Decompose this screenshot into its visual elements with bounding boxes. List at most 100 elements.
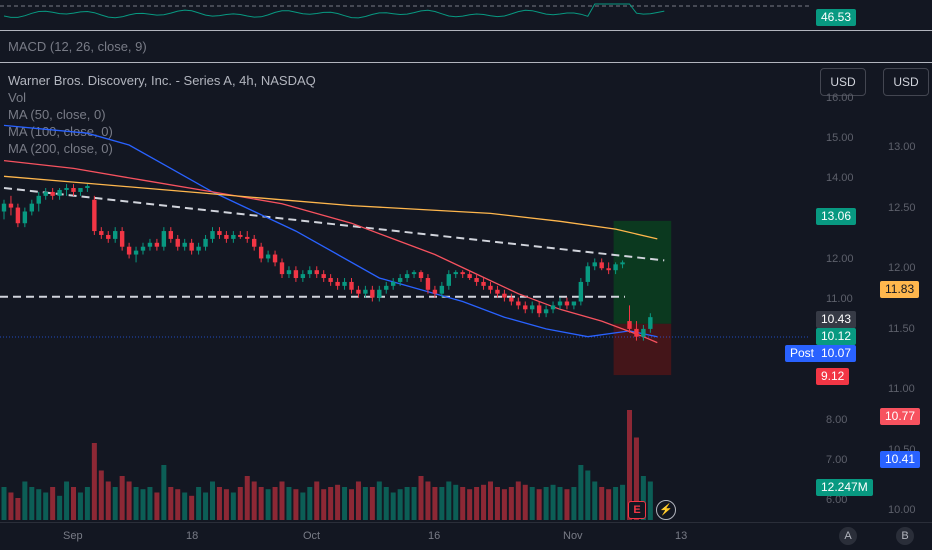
legend-ma200[interactable]: MA (200, close, 0) [8, 141, 113, 156]
candle-body [648, 317, 653, 329]
candle-body [328, 278, 333, 282]
candle-body [391, 281, 396, 286]
candle-body [592, 262, 597, 267]
volume-bar [133, 487, 139, 520]
candle-body [481, 281, 486, 286]
rsi-value-badge: 46.53 [816, 9, 857, 26]
candle-body [335, 281, 340, 286]
volume-bar [550, 484, 556, 520]
legend-ma50[interactable]: MA (50, close, 0) [8, 107, 106, 122]
auto-scale-button[interactable]: A [839, 527, 857, 545]
candle-body [286, 270, 292, 275]
volume-bar [29, 487, 35, 520]
currency-button-right[interactable]: USD [883, 68, 929, 96]
volume-bar [564, 489, 570, 520]
candle-body [460, 272, 465, 275]
candle-body [300, 274, 306, 279]
time-scale-tick: Sep [63, 530, 83, 542]
volume-bar [328, 487, 334, 520]
volume-bar [383, 487, 389, 520]
candle-body [620, 262, 625, 265]
volume-bar [522, 484, 528, 520]
volume-bar [50, 487, 56, 520]
candle-body [71, 188, 76, 192]
earnings-marker[interactable]: E [628, 501, 646, 519]
symbol-title[interactable]: Warner Bros. Discovery, Inc. - Series A,… [8, 73, 316, 88]
candle-body [585, 266, 590, 282]
volume-bar [571, 487, 577, 520]
candle-body [168, 231, 173, 239]
macd-label: MACD (12, 26, close, 9) [8, 39, 147, 54]
time-scale-tick: 13 [675, 530, 688, 542]
volume-bar [293, 489, 299, 520]
downtrend-line [3, 187, 665, 262]
currency-button-left[interactable]: USD [820, 68, 866, 96]
candle-body [321, 274, 326, 279]
log-scale-button[interactable]: B [896, 527, 914, 545]
volume-bar [355, 481, 361, 520]
candle-body [210, 231, 215, 239]
pane-divider-macd[interactable] [0, 62, 932, 63]
volume-bar [460, 487, 466, 520]
volume-bar [335, 484, 341, 520]
volume-bar [1, 487, 7, 520]
volume-bar [300, 492, 306, 520]
legend-vol[interactable]: Vol [8, 90, 27, 105]
volume-bar [439, 487, 445, 520]
volume-bar [536, 489, 542, 520]
candle-body [578, 281, 584, 302]
candle-body [85, 186, 90, 189]
candle-body [411, 272, 417, 275]
volume-bar [633, 437, 639, 520]
candle-body [15, 207, 21, 224]
left-scale-tick: 16.00 [826, 92, 854, 104]
candle-body [425, 278, 431, 290]
volume-bar [376, 481, 382, 520]
candle-body [453, 272, 458, 275]
candle-body [22, 211, 28, 224]
candle-body [119, 231, 125, 247]
volume-bar [140, 489, 146, 520]
candle-body [404, 274, 410, 279]
candle-body [50, 191, 55, 196]
volume-bar [640, 476, 646, 520]
volume-bar [57, 495, 63, 520]
candle-body [439, 285, 445, 294]
volume-bar [71, 487, 76, 520]
time-scale-tick: 18 [186, 530, 199, 542]
candle-body [8, 203, 14, 208]
time-scale-tick: Nov [563, 530, 583, 542]
time-scale-tick: 16 [428, 530, 441, 542]
volume-bar [154, 492, 160, 520]
candle-body [293, 270, 299, 279]
volume-bar [432, 487, 438, 520]
candle-body [356, 289, 361, 294]
volume-bar [599, 487, 605, 520]
volume-bar [453, 484, 459, 520]
time-axis-divider [0, 522, 932, 523]
target-zone [613, 220, 672, 324]
volume-bar [279, 481, 285, 520]
candle-body [536, 305, 542, 314]
dividend-lightning-icon[interactable]: ⚡ [656, 500, 676, 520]
volume-bar [446, 481, 452, 520]
pane-divider-rsi[interactable] [0, 30, 932, 31]
candle-body [245, 236, 250, 239]
candle-body [113, 231, 118, 239]
volume-bar [251, 481, 257, 520]
candle-body [342, 281, 347, 286]
candle-body [432, 289, 438, 294]
volume-bar [230, 492, 236, 520]
candle-body [161, 231, 167, 247]
volume-bar [147, 487, 153, 520]
volume-bar [404, 487, 410, 520]
candle-body [224, 234, 229, 239]
candle-body [349, 281, 354, 290]
volume-bar [342, 487, 348, 520]
volume-bar [467, 489, 473, 520]
candle-body [106, 234, 111, 239]
volume-bar [425, 481, 431, 520]
volume-bar [362, 487, 368, 520]
ma50-value-badge: 10.41 [880, 451, 921, 468]
